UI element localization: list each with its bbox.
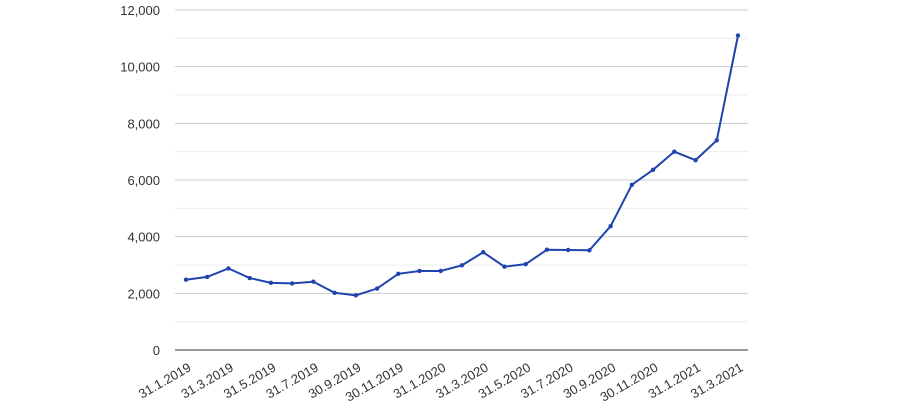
point	[396, 271, 401, 276]
point	[226, 266, 231, 271]
y-tick-label: 4,000	[127, 230, 160, 245]
point	[735, 33, 741, 38]
y-tick-label: 12,000	[120, 3, 160, 18]
point	[565, 247, 571, 253]
y-tick-label: 10,000	[120, 60, 160, 75]
point	[587, 248, 592, 253]
point	[629, 182, 635, 188]
point	[438, 268, 443, 274]
point	[523, 261, 528, 267]
point	[502, 264, 507, 269]
point	[374, 286, 380, 291]
y-tick-label: 8,000	[127, 116, 160, 131]
y-tick-label: 0	[153, 343, 160, 358]
point	[544, 247, 550, 252]
point	[714, 138, 719, 143]
point	[183, 277, 189, 282]
point	[289, 281, 295, 286]
point	[417, 268, 422, 274]
point	[205, 274, 210, 280]
point	[459, 263, 465, 268]
y-tick-label: 2,000	[127, 286, 160, 301]
line	[185, 35, 739, 297]
point	[247, 275, 252, 281]
point	[311, 279, 316, 284]
point	[268, 280, 274, 286]
point	[672, 149, 677, 154]
y-tick-label: 6,000	[127, 173, 160, 188]
point	[481, 250, 486, 255]
point	[608, 223, 613, 229]
point	[353, 293, 359, 298]
point	[693, 157, 698, 163]
point	[332, 290, 337, 295]
point	[650, 167, 656, 172]
